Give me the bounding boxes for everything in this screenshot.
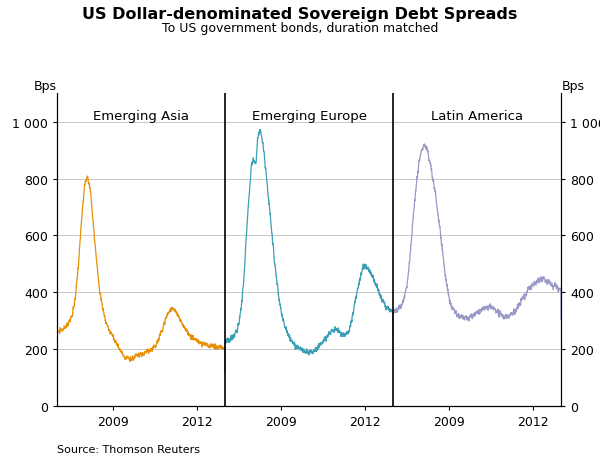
Text: US Dollar-denominated Sovereign Debt Spreads: US Dollar-denominated Sovereign Debt Spr… [82, 7, 518, 22]
Text: Bps: Bps [34, 79, 56, 93]
Text: To US government bonds, duration matched: To US government bonds, duration matched [162, 22, 438, 35]
Text: Source: Thomson Reuters: Source: Thomson Reuters [57, 444, 200, 454]
Text: Bps: Bps [562, 79, 584, 93]
Text: Latin America: Latin America [431, 110, 523, 123]
Text: Emerging Asia: Emerging Asia [93, 110, 189, 123]
Text: Emerging Europe: Emerging Europe [251, 110, 367, 123]
